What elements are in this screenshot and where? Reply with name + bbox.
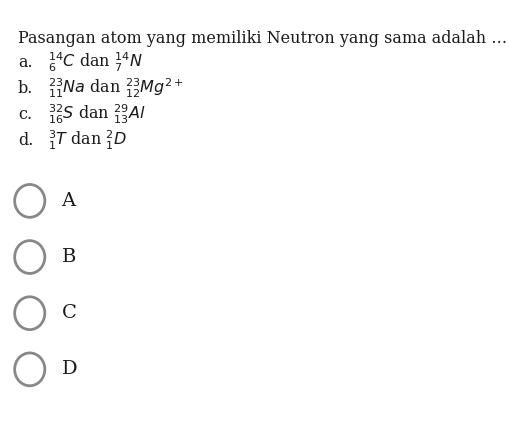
Text: A: A <box>62 192 76 210</box>
Text: b.: b. <box>18 80 33 97</box>
Text: $^{23}_{11}Na$ dan $^{23}_{12}Mg^{2+}$: $^{23}_{11}Na$ dan $^{23}_{12}Mg^{2+}$ <box>48 77 184 100</box>
Text: B: B <box>62 248 76 266</box>
Text: D: D <box>62 360 77 378</box>
Text: $^{3}_{1}T$ dan $^{2}_{1}D$: $^{3}_{1}T$ dan $^{2}_{1}D$ <box>48 129 127 152</box>
Text: $^{32}_{16}S$ dan $^{29}_{13}Al$: $^{32}_{16}S$ dan $^{29}_{13}Al$ <box>48 103 145 126</box>
Text: c.: c. <box>18 106 32 123</box>
Text: a.: a. <box>18 54 33 71</box>
Text: $^{14}_{6}C$ dan $^{14}_{7}N$: $^{14}_{6}C$ dan $^{14}_{7}N$ <box>48 51 143 74</box>
Text: Pasangan atom yang memiliki Neutron yang sama adalah …: Pasangan atom yang memiliki Neutron yang… <box>18 30 507 47</box>
Text: d.: d. <box>18 132 33 149</box>
Text: C: C <box>62 304 76 322</box>
